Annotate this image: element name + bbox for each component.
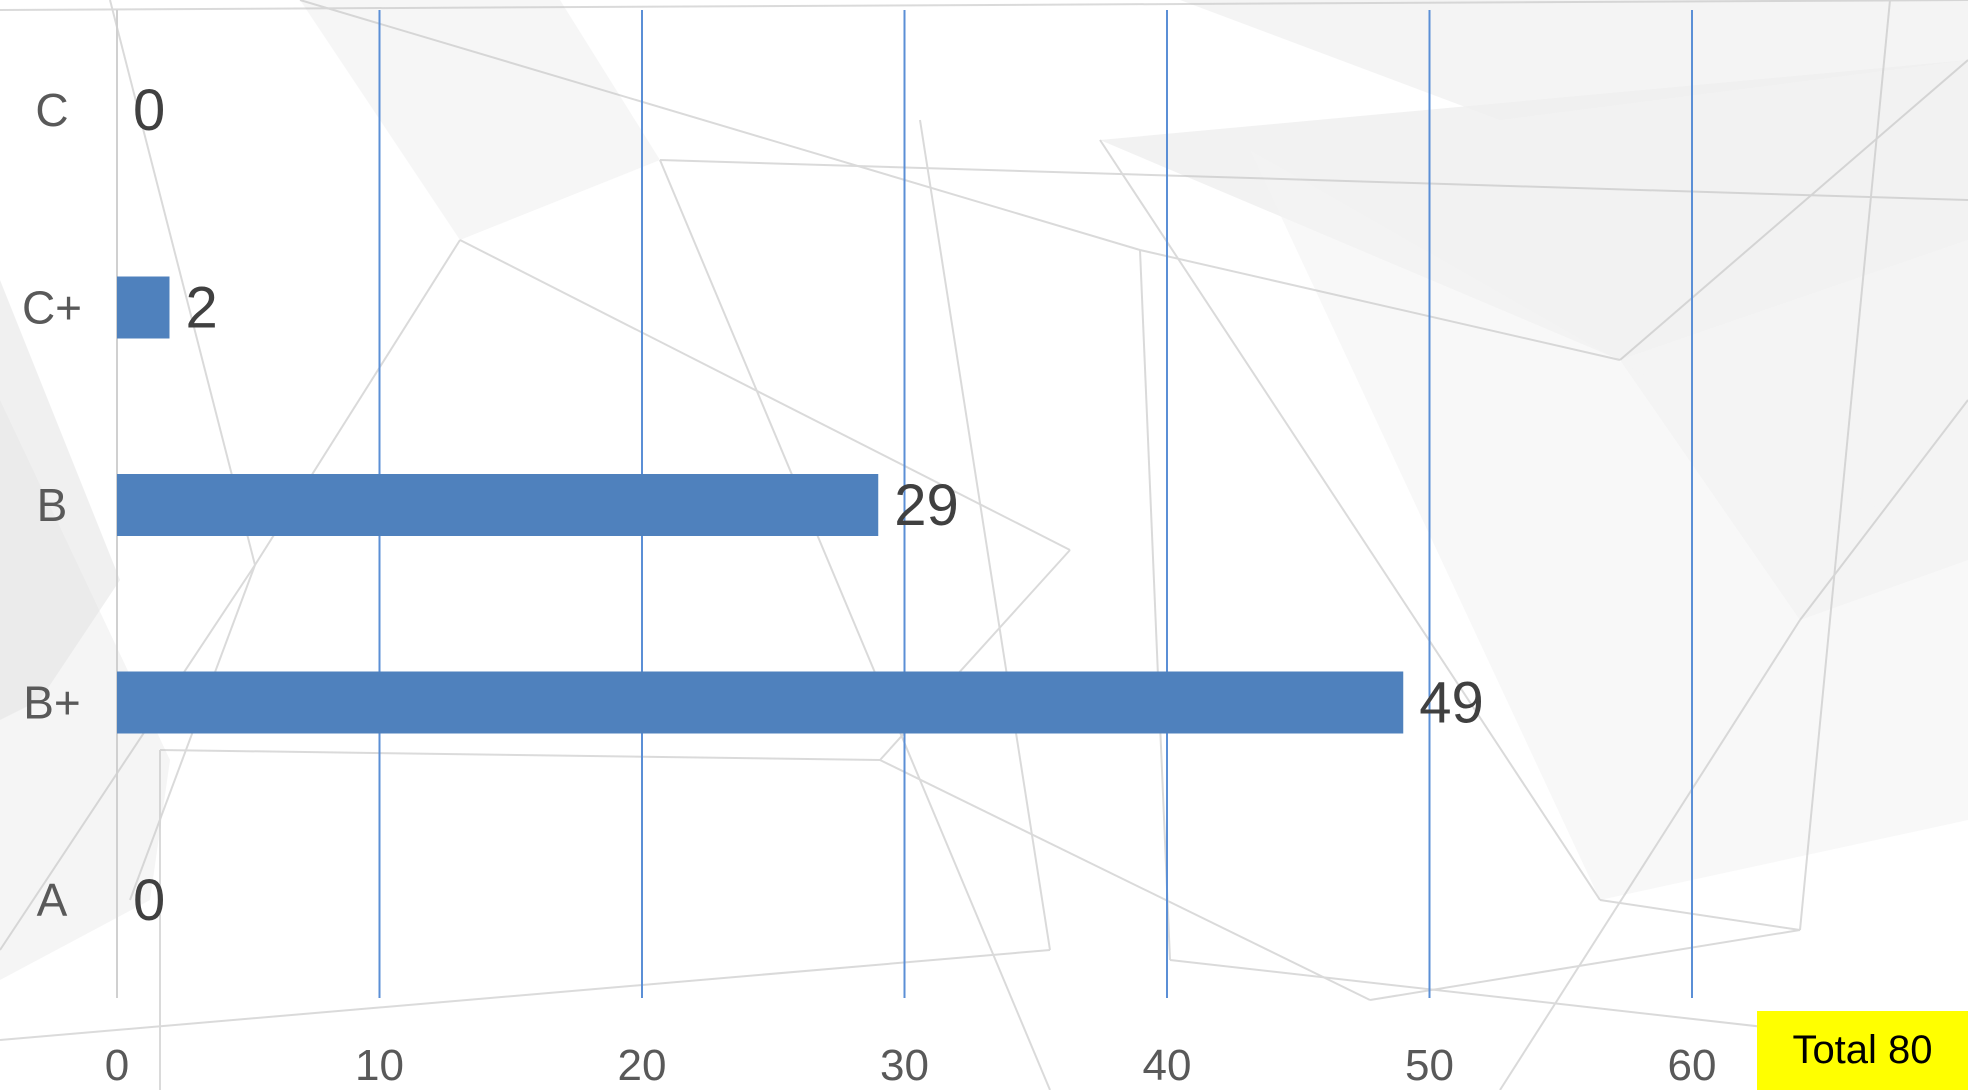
- x-tick-label: 0: [105, 1041, 129, 1090]
- data-label: 49: [1419, 671, 1484, 736]
- x-tick-label: 10: [355, 1041, 404, 1090]
- data-label: 0: [133, 868, 165, 933]
- data-label: 2: [186, 276, 218, 341]
- x-tick-label: 60: [1668, 1041, 1717, 1090]
- bar: [117, 671, 1404, 734]
- category-label: B: [37, 479, 68, 531]
- x-tick-label: 50: [1405, 1041, 1454, 1090]
- x-tick-label: 20: [618, 1041, 667, 1090]
- bars: [117, 276, 1404, 734]
- x-tick-labels: 0 10 20 30 40 50 60: [105, 1041, 1717, 1090]
- category-label: A: [37, 874, 68, 926]
- category-label: C+: [22, 282, 82, 334]
- data-label: 0: [133, 78, 165, 143]
- total-badge: Total 80: [1757, 1011, 1968, 1090]
- data-labels: 0 2 29 49 0: [133, 78, 1484, 933]
- category-labels: C C+ B B+ A: [22, 84, 82, 926]
- bar: [117, 276, 170, 339]
- category-label: B+: [23, 677, 81, 729]
- bar: [117, 474, 879, 536]
- data-label: 29: [894, 473, 959, 538]
- x-tick-label: 30: [880, 1041, 929, 1090]
- x-tick-label: 40: [1143, 1041, 1192, 1090]
- category-label: C: [35, 84, 68, 136]
